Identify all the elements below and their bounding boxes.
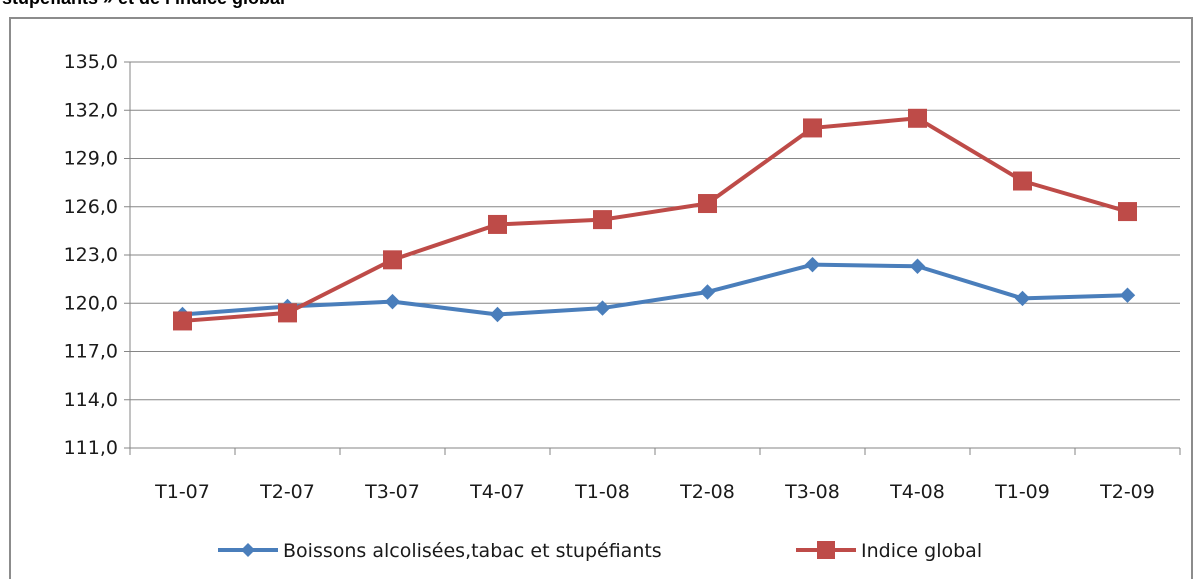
data-point-square xyxy=(173,311,192,331)
legend-marker-diamond xyxy=(241,543,255,557)
y-tick-label: 135,0 xyxy=(64,51,118,73)
y-tick-label: 132,0 xyxy=(64,99,118,121)
y-tick-label: 114,0 xyxy=(64,389,118,411)
chart-title-fragment: stupéfiants » et de l’indice global xyxy=(2,0,285,9)
data-point-square xyxy=(1118,202,1137,222)
y-tick-label: 129,0 xyxy=(64,148,118,170)
x-tick-label: T3-07 xyxy=(364,481,420,503)
series-line xyxy=(180,116,1130,323)
data-point-diamond xyxy=(384,293,401,310)
data-point-diamond xyxy=(489,306,506,323)
legend: Boissons alcolisées,tabac et stupéfiants… xyxy=(218,540,982,562)
y-tick-label: 120,0 xyxy=(64,292,118,314)
axes xyxy=(124,61,1181,455)
data-point-diamond xyxy=(1119,287,1136,303)
y-tick-label: 117,0 xyxy=(64,341,118,363)
x-tick-label: T3-08 xyxy=(784,481,840,503)
x-tick-label: T4-08 xyxy=(889,481,945,503)
y-tick-label: 111,0 xyxy=(64,437,118,459)
data-point-square xyxy=(698,194,717,214)
x-tick-label: T1-07 xyxy=(154,481,210,503)
tick-labels: 111,0 114,0 117,0 120,0 123,0 126,0 129,0 132,0… xyxy=(64,51,1155,503)
x-tick-label: T4-07 xyxy=(469,481,525,503)
data-point-diamond xyxy=(594,300,611,316)
x-tick-label: T2-09 xyxy=(1099,481,1155,503)
y-tick-label: 126,0 xyxy=(64,196,118,218)
legend-label: Indice global xyxy=(861,540,982,562)
data-point-square xyxy=(488,214,507,234)
data-point-diamond xyxy=(699,284,716,300)
x-tick-label: T1-09 xyxy=(994,481,1050,503)
grid-lines xyxy=(130,61,1180,401)
data-point-square xyxy=(1013,171,1032,191)
data-point-square xyxy=(803,118,822,138)
series-markers xyxy=(173,108,1137,331)
data-point-diamond xyxy=(1014,290,1031,307)
data-point-square xyxy=(593,210,612,230)
y-tick-label: 123,0 xyxy=(64,244,118,266)
series-lines xyxy=(180,116,1130,323)
data-point-square xyxy=(908,108,927,128)
x-tick-label: T2-08 xyxy=(679,481,735,503)
data-point-diamond xyxy=(804,256,821,273)
legend-marker-square xyxy=(817,541,835,559)
x-tick-label: T2-07 xyxy=(259,481,315,503)
x-tick-label: T1-08 xyxy=(574,481,630,503)
series-line xyxy=(180,262,1130,317)
legend-label: Boissons alcolisées,tabac et stupéfiants xyxy=(283,540,662,562)
data-point-diamond xyxy=(909,258,926,274)
data-point-square xyxy=(278,303,297,323)
data-point-square xyxy=(383,250,402,270)
